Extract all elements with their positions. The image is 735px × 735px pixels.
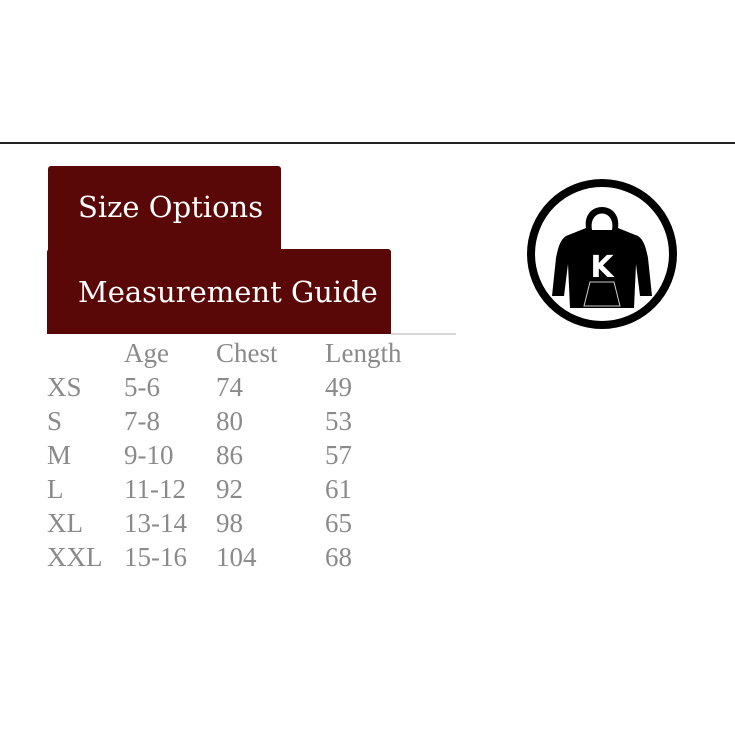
table-row: XL 13-14 98 65 <box>47 506 435 540</box>
age-cell: 5-6 <box>124 372 160 402</box>
tab-size-options[interactable]: Size Options <box>48 166 281 250</box>
size-table: Age Chest Length XS 5-6 74 49 S 7-8 80 53 M 9-1… <box>47 336 435 574</box>
chest-cell: 98 <box>216 508 243 538</box>
hoodie-logo-icon: K <box>527 179 677 329</box>
size-cell: S <box>47 406 63 436</box>
length-cell: 49 <box>325 372 352 402</box>
size-cell: XS <box>47 372 82 402</box>
age-cell: 7-8 <box>124 406 160 436</box>
header-chest: Chest <box>216 338 278 368</box>
chest-cell: 92 <box>216 474 243 504</box>
header-cell <box>47 336 124 370</box>
size-cell: XXL <box>47 542 103 572</box>
table-header-row: Age Chest Length <box>47 336 435 370</box>
size-cell: XL <box>47 508 83 538</box>
chest-cell: 80 <box>216 406 243 436</box>
tab-label: Measurement Guide <box>78 275 378 309</box>
chest-cell: 86 <box>216 440 243 470</box>
table-row: S 7-8 80 53 <box>47 404 435 438</box>
size-cell: M <box>47 440 72 470</box>
table-row: L 11-12 92 61 <box>47 472 435 506</box>
length-cell: 57 <box>325 440 352 470</box>
length-cell: 68 <box>325 542 352 572</box>
header-age: Age <box>124 338 169 368</box>
tab-measurement-guide[interactable]: Measurement Guide <box>47 249 391 334</box>
age-cell: 15-16 <box>124 542 187 572</box>
table-row: XXL 15-16 104 68 <box>47 540 435 574</box>
length-cell: 65 <box>325 508 352 538</box>
tab-divider <box>391 333 456 335</box>
chest-cell: 104 <box>216 542 257 572</box>
age-cell: 13-14 <box>124 508 187 538</box>
table-row: M 9-10 86 57 <box>47 438 435 472</box>
length-cell: 53 <box>325 406 352 436</box>
table-row: XS 5-6 74 49 <box>47 370 435 404</box>
age-cell: 9-10 <box>124 440 174 470</box>
length-cell: 61 <box>325 474 352 504</box>
chest-cell: 74 <box>216 372 243 402</box>
size-cell: L <box>47 474 64 504</box>
header-length: Length <box>325 338 402 368</box>
tab-label: Size Options <box>78 190 264 224</box>
age-cell: 11-12 <box>124 474 186 504</box>
logo-letter: K <box>590 250 615 285</box>
header-divider <box>0 142 735 144</box>
